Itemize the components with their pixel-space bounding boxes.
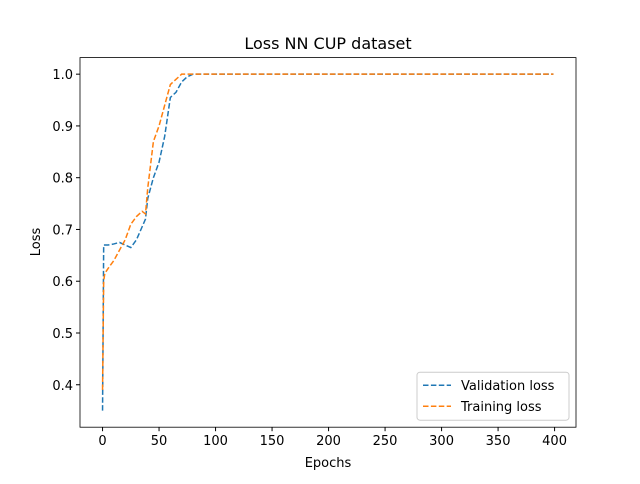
chart-title: Loss NN CUP dataset xyxy=(244,34,411,53)
plot-frame xyxy=(79,57,577,428)
x-tick-label: 250 xyxy=(373,434,398,449)
line-series xyxy=(101,73,554,390)
legend-box xyxy=(416,371,570,421)
x-tick-label: 150 xyxy=(260,434,285,449)
x-tick-label: 0 xyxy=(98,434,106,449)
y-tick-label: 0.4 xyxy=(52,379,73,394)
legend-label: Training loss xyxy=(460,400,542,415)
legend-label: Validation loss xyxy=(461,379,555,394)
y-tick-label: 0.9 xyxy=(52,120,73,135)
y-tick-label: 1.0 xyxy=(52,68,73,83)
x-tick-label: 300 xyxy=(429,434,454,449)
y-tick-label: 0.5 xyxy=(52,327,73,342)
x-tick-label: 350 xyxy=(486,434,511,449)
x-tick-label: 50 xyxy=(151,434,168,449)
y-tick-label: 0.6 xyxy=(52,275,73,290)
y-tick-label: 0.8 xyxy=(52,172,73,187)
x-axis-label: Epochs xyxy=(305,456,352,471)
x-tick-label: 100 xyxy=(203,434,228,449)
x-tick-label: 400 xyxy=(542,434,567,449)
y-axis-label: Loss xyxy=(29,228,44,257)
x-tick-label: 200 xyxy=(316,434,341,449)
y-tick-label: 0.7 xyxy=(52,223,73,238)
